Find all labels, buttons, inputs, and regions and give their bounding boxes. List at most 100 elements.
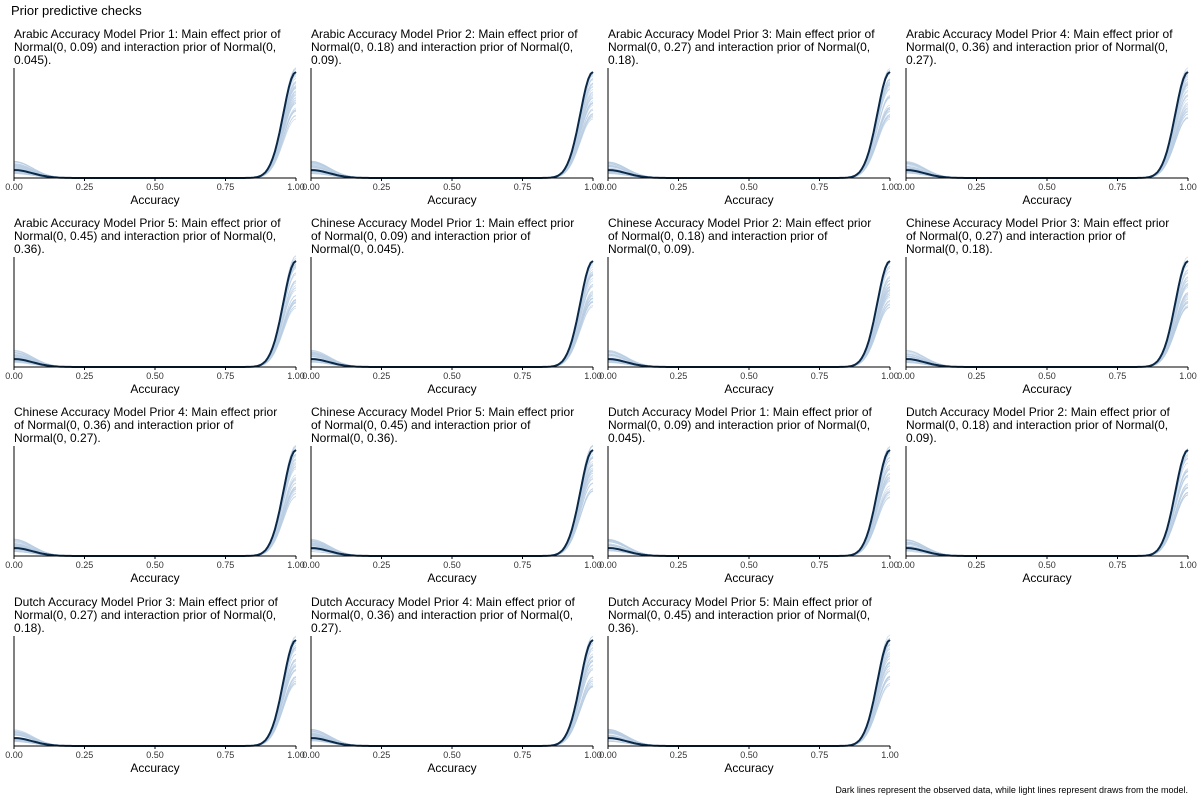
draw-line <box>607 649 891 747</box>
draw-line <box>14 109 297 179</box>
x-tick-label: 1.00 <box>1179 560 1197 570</box>
draw-line <box>608 658 891 747</box>
draw-line <box>310 445 594 557</box>
draw-line <box>310 661 594 747</box>
draw-line <box>607 490 891 557</box>
draw-line <box>905 302 1189 368</box>
draw-line <box>310 464 594 557</box>
panel-title: Arabic Accuracy Model Prior 2: Main effe… <box>311 27 578 67</box>
draw-line <box>607 262 891 368</box>
draw-line <box>607 653 891 747</box>
draw-line <box>905 475 1189 557</box>
x-tick-label: 0.25 <box>670 182 688 192</box>
draw-line <box>905 476 1189 557</box>
draw-line <box>607 678 891 747</box>
draw-line <box>311 93 594 179</box>
x-axis-label: Accuracy <box>130 193 179 207</box>
draw-line <box>607 114 891 179</box>
draw-line <box>310 469 594 557</box>
draw-line <box>310 470 594 557</box>
draw-line <box>13 282 297 368</box>
draw-line <box>310 113 594 179</box>
draw-line <box>905 457 1189 557</box>
observed-line <box>608 71 891 179</box>
draw-line <box>13 640 297 747</box>
draw-line <box>14 492 297 557</box>
draw-line <box>905 491 1189 557</box>
draw-line <box>905 471 1189 557</box>
draw-line <box>905 280 1189 368</box>
draw-line <box>310 294 594 368</box>
draw-line <box>608 111 891 179</box>
draw-line <box>905 487 1189 557</box>
draw-line <box>310 304 594 368</box>
draw-line <box>905 262 1189 368</box>
draw-line <box>310 445 594 557</box>
observed-line <box>311 260 594 368</box>
draw-line <box>310 82 594 179</box>
x-tick-label: 0.25 <box>76 182 94 192</box>
draw-line <box>310 455 594 557</box>
draw-line <box>905 110 1189 179</box>
draw-line <box>310 641 594 747</box>
draw-line <box>311 301 594 368</box>
draw-line <box>607 640 891 747</box>
draw-line <box>607 107 891 179</box>
draw-line <box>607 684 891 747</box>
draw-line <box>310 659 594 747</box>
draw-line <box>310 278 594 368</box>
draw-line <box>607 452 891 557</box>
draw-line <box>310 643 594 747</box>
posterior-draws-group <box>905 448 1189 557</box>
draw-line <box>311 653 594 747</box>
draw-line <box>905 475 1189 557</box>
draw-line <box>607 460 891 557</box>
draw-line <box>13 115 297 179</box>
draw-line <box>14 663 297 747</box>
draw-line <box>607 473 891 557</box>
panel-title: Chinese Accuracy Model Prior 2: Main eff… <box>608 216 872 256</box>
x-tick-label: 0.25 <box>373 182 391 192</box>
draw-line <box>905 283 1189 368</box>
draw-line <box>311 300 594 368</box>
draw-line <box>608 293 891 368</box>
draw-line <box>13 268 297 368</box>
x-tick-label: 0.75 <box>217 560 235 570</box>
x-tick-label: 0.50 <box>146 560 164 570</box>
panel-title: Chinese Accuracy Model Prior 4: Main eff… <box>14 405 278 445</box>
draw-line <box>310 73 594 179</box>
draw-line <box>310 102 594 179</box>
draw-line <box>310 82 594 179</box>
draw-line <box>607 303 891 368</box>
draw-line <box>607 283 891 368</box>
draw-line <box>906 84 1189 179</box>
draw-line <box>13 83 297 179</box>
draw-line <box>311 482 594 557</box>
draw-line <box>13 445 297 557</box>
draw-line <box>608 114 891 179</box>
x-axis-label: Accuracy <box>724 761 773 775</box>
draw-line <box>13 660 297 747</box>
draw-line <box>608 294 891 368</box>
draw-line <box>607 284 891 368</box>
draw-line <box>13 489 297 557</box>
draw-line <box>905 272 1189 368</box>
draw-line <box>13 299 297 368</box>
draw-line <box>906 71 1189 179</box>
draw-line <box>310 283 594 368</box>
draw-line <box>607 491 891 557</box>
draw-line <box>14 101 297 179</box>
draw-line <box>13 295 297 368</box>
draw-line <box>906 451 1189 557</box>
draw-line <box>607 683 891 747</box>
x-tick-label: 0.50 <box>443 750 461 760</box>
draw-line <box>905 265 1189 368</box>
draw-line <box>607 497 891 557</box>
x-tick-label: 1.00 <box>881 750 899 760</box>
draw-line <box>13 447 297 557</box>
chart-panel: Arabic Accuracy Model Prior 3: Main effe… <box>599 28 901 218</box>
draw-line <box>310 475 594 557</box>
draw-line <box>608 73 891 179</box>
draw-line <box>607 476 891 557</box>
